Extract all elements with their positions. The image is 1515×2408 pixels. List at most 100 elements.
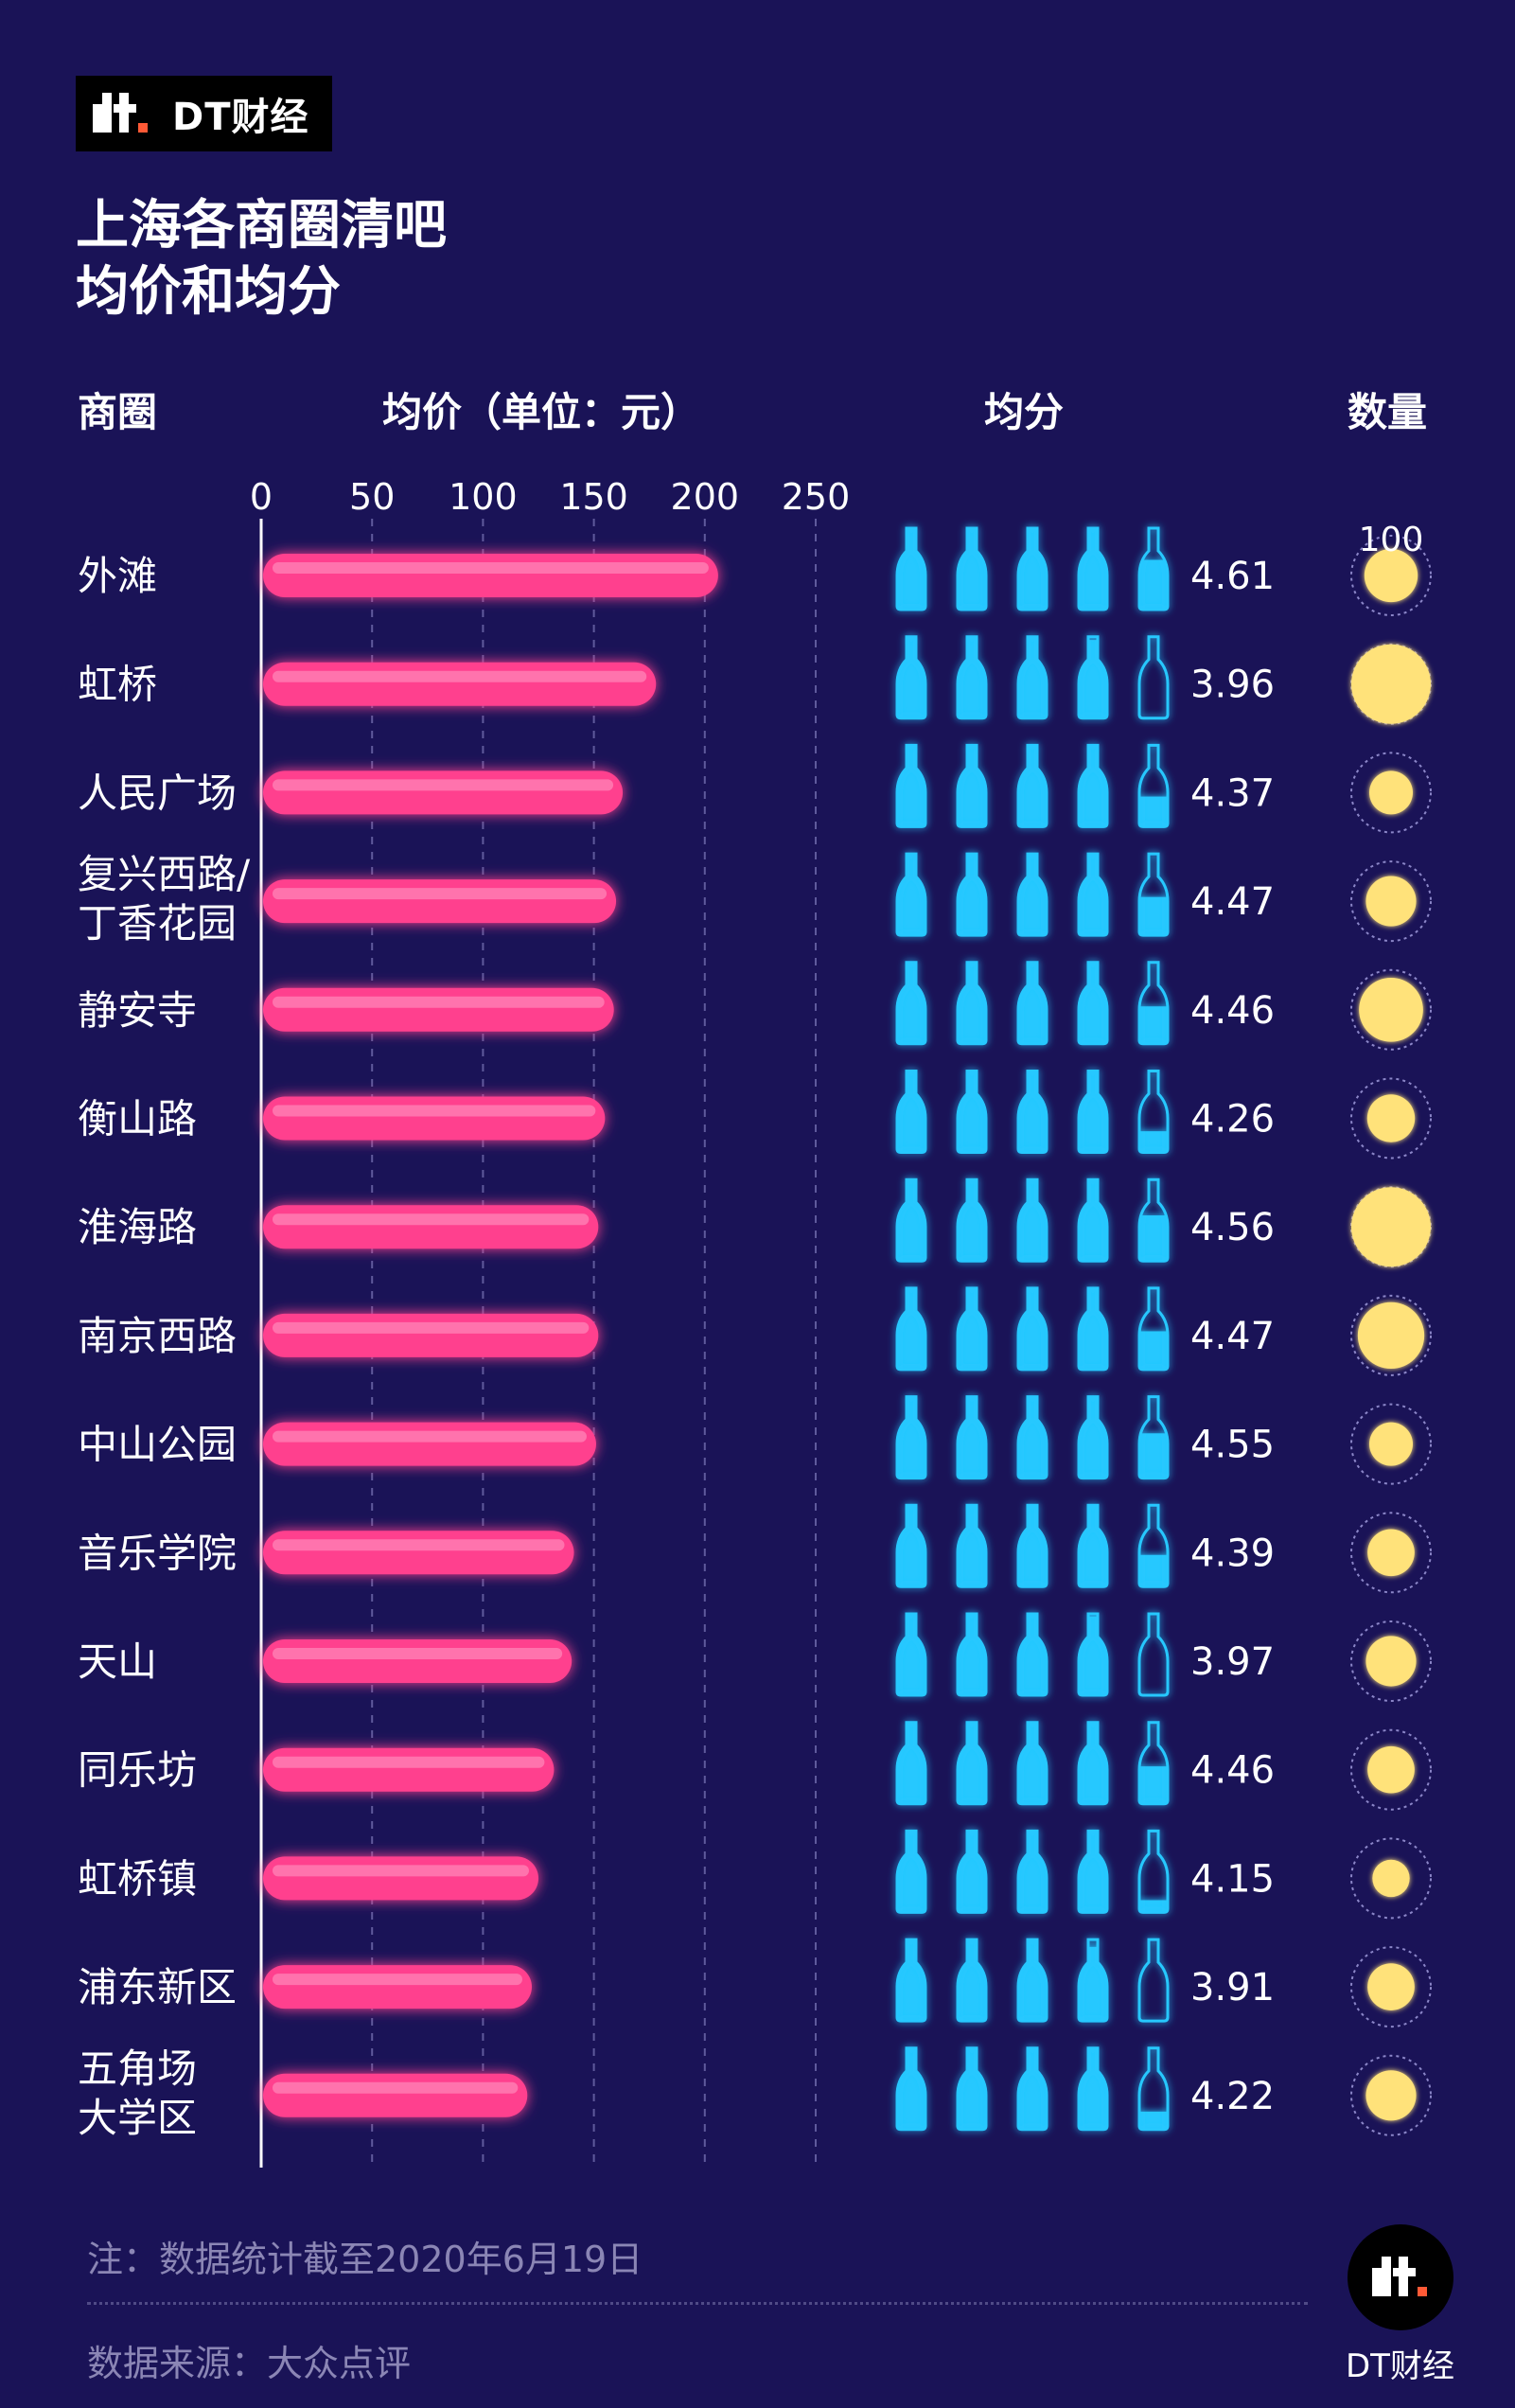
score-bottle-icon	[1077, 743, 1109, 828]
score-label: 4.37	[1190, 771, 1275, 815]
score-bottle-icon	[1016, 743, 1048, 828]
score-bottle-icon	[1137, 1395, 1170, 1480]
price-bar-highlight	[273, 1105, 596, 1117]
score-label: 4.39	[1190, 1532, 1275, 1575]
category-label: 人民广场	[78, 770, 237, 816]
title-line-2: 均价和均分	[76, 261, 341, 323]
score-bottle-icon	[1137, 743, 1170, 828]
price-bar-highlight	[273, 562, 709, 574]
score-bottle-icon	[1077, 961, 1109, 1046]
score-bottle-icon	[956, 1070, 988, 1154]
category-label: 同乐坊	[78, 1747, 197, 1794]
score-bottle-icon	[895, 635, 927, 720]
score-bottle-icon	[1016, 1938, 1048, 2023]
count-circle	[1365, 1636, 1417, 1687]
score-bottle-icon	[1137, 852, 1170, 937]
price-bar	[263, 1965, 532, 2010]
price-bar	[263, 879, 617, 924]
score-bottle-icon	[1077, 526, 1109, 611]
score-bottle-icon	[1016, 961, 1048, 1046]
category-label: 音乐学院	[78, 1530, 237, 1576]
column-header-count: 数量	[1348, 389, 1428, 435]
table-row: 南京西路 4.47	[78, 1286, 1432, 1376]
brand-logo-icon	[1372, 2257, 1427, 2296]
score-label: 4.26	[1190, 1098, 1275, 1142]
score-bottle-icon	[1137, 526, 1170, 611]
price-bar-highlight	[273, 2081, 519, 2094]
score-bottle-icon	[1137, 1938, 1170, 2023]
score-bottle-icon	[1016, 1612, 1048, 1697]
column-header-price: 均价（单位：元）	[382, 389, 701, 435]
score-bottle-icon	[1137, 635, 1170, 720]
score-bottle-icon	[956, 961, 988, 1046]
category-label: 五角场大学区	[78, 2045, 197, 2141]
price-bar-highlight	[273, 888, 608, 900]
score-bottle-icon	[956, 1612, 988, 1697]
score-bottle-icon	[1077, 1938, 1109, 2023]
score-bottle-icon	[1077, 1721, 1109, 1806]
score-bottle-icon	[1016, 1503, 1048, 1588]
score-bottle-icon	[1137, 1503, 1170, 1588]
count-reference-ring	[1350, 1077, 1432, 1160]
price-bar-highlight	[273, 1648, 563, 1659]
score-label: 4.15	[1190, 1857, 1275, 1901]
count-circle	[1365, 2070, 1417, 2121]
category-label: 天山	[78, 1638, 157, 1685]
score-bottle-icon	[956, 2046, 988, 2132]
x-tick-labels: 0 50 100 150 200 250	[250, 476, 850, 518]
count-reference-ring	[1350, 1294, 1432, 1376]
score-label: 4.22	[1190, 2075, 1275, 2118]
table-row: 淮海路 4.56	[78, 1177, 1432, 1268]
brand-logo	[1348, 2224, 1453, 2330]
score-bottle-icon	[895, 1395, 927, 1480]
count-reference-ring	[1350, 535, 1432, 616]
footer-divider	[87, 2302, 1308, 2305]
score-label: 3.96	[1190, 664, 1275, 707]
score-bottle-icon	[956, 743, 988, 828]
price-bar-highlight	[273, 1756, 545, 1768]
dt-logo-icon	[93, 93, 148, 133]
count-circle	[1351, 644, 1431, 724]
count-circle	[1367, 1529, 1415, 1577]
score-label: 4.47	[1190, 1315, 1275, 1358]
brand-text: DT财经	[1346, 2347, 1454, 2385]
score-bottle-icon	[1016, 1177, 1048, 1263]
count-circle	[1372, 1859, 1410, 1898]
table-row: 虹桥 3.96	[78, 635, 1432, 725]
page-title: 上海各商圈清吧 均价和均分	[76, 193, 447, 326]
count-reference-ring	[1350, 968, 1432, 1051]
price-bar	[263, 1856, 538, 1901]
table-row: 静安寺 4.46	[78, 961, 1432, 1051]
score-bottle-icon	[956, 1503, 988, 1588]
table-row: 音乐学院 4.39	[78, 1503, 1432, 1594]
table-row: 虹桥镇 4.15	[78, 1829, 1432, 1920]
score-bottle-icon	[1137, 1612, 1170, 1697]
footer-note: 注：数据统计截至2020年6月19日	[87, 2239, 643, 2280]
score-bottle-icon	[1137, 1286, 1170, 1372]
score-bottle-icon	[956, 1286, 988, 1372]
price-bar-highlight	[273, 779, 614, 791]
score-bottle-icon	[956, 1938, 988, 2023]
x-tick-label: 150	[559, 476, 628, 518]
price-bar	[263, 1639, 573, 1683]
score-bottle-icon	[956, 852, 988, 937]
score-bottle-icon	[895, 2046, 927, 2132]
table-row: 浦东新区 3.91	[78, 1938, 1432, 2028]
price-bar	[263, 1747, 555, 1792]
score-bottle-icon	[895, 961, 927, 1046]
score-bottle-icon	[1016, 1395, 1048, 1480]
table-row: 天山 3.97	[78, 1612, 1432, 1702]
table-row: 外滩 4.61 100	[78, 521, 1432, 616]
price-bar	[263, 554, 718, 597]
score-bottle-icon	[895, 743, 927, 828]
score-bottle-icon	[1137, 1829, 1170, 1914]
category-label: 虹桥	[78, 662, 157, 708]
rows-layer: 外滩 4.61 100 虹桥 3.96 人民广场 4.37 复兴西路/丁香花园 4.47 静安寺 4…	[78, 521, 1432, 2141]
score-bottle-icon	[1077, 1503, 1109, 1588]
price-bar-highlight	[273, 1213, 590, 1226]
table-row: 人民广场 4.37	[78, 743, 1432, 834]
price-bar	[263, 987, 614, 1032]
category-label: 虹桥镇	[78, 1855, 197, 1902]
count-reference-ring	[1350, 860, 1432, 943]
score-bottle-icon	[895, 1070, 927, 1154]
